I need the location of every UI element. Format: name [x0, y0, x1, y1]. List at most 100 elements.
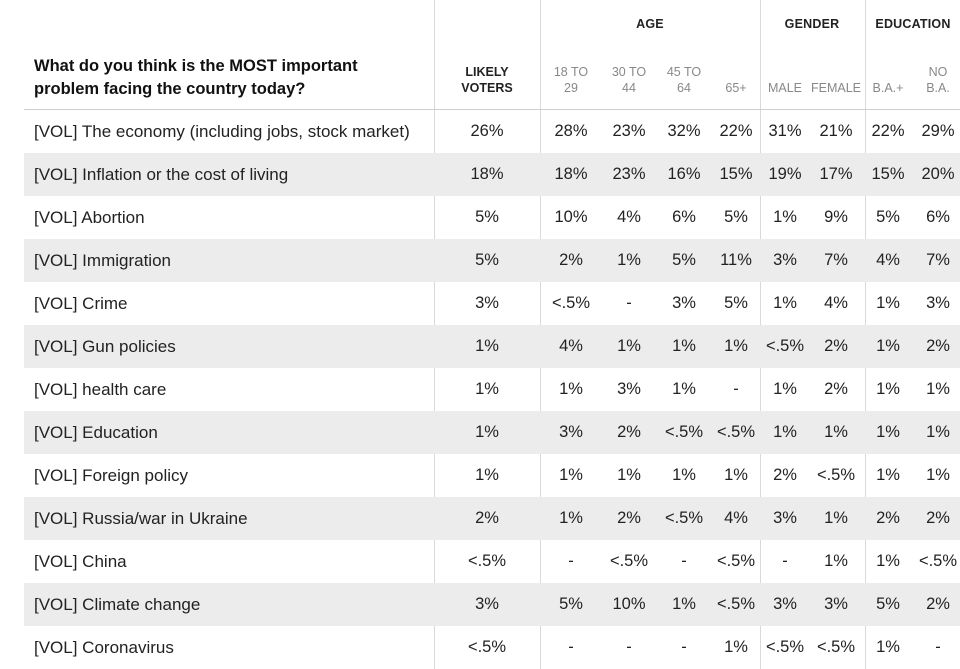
table-cell: <.5% [467, 638, 507, 656]
table-cell: 4% [824, 294, 848, 312]
table-cell: 2% [559, 251, 583, 269]
table-cell: 20% [921, 165, 955, 183]
table-cell: 2% [926, 337, 950, 355]
table-cell: 2% [926, 509, 950, 527]
table-cell: 5% [672, 251, 696, 269]
table-cell: 31% [768, 122, 802, 140]
table-cell: 3% [617, 380, 641, 398]
table-cell: 5% [475, 208, 499, 226]
column-header: 30 TO 44 [611, 65, 647, 95]
table-cell: 5% [876, 208, 900, 226]
table-cell: 3% [475, 595, 499, 613]
row-label: [VOL] Foreign policy [34, 466, 189, 485]
table-cell: 1% [773, 208, 797, 226]
table-cell: 1% [475, 380, 499, 398]
table-cell: 1% [724, 337, 748, 355]
table-cell: 1% [824, 552, 848, 570]
table-cell: 29% [921, 122, 955, 140]
table-cell: - [733, 380, 739, 398]
table-cell: 1% [559, 380, 583, 398]
column-header: FEMALE [810, 81, 861, 95]
table-cell: <.5% [716, 423, 756, 441]
table-row: [VOL] health care 1% 1% 3% 1% - 1% 2% 1% 1% [24, 368, 960, 411]
column-header: MALE [767, 81, 803, 95]
table-cell: 2% [824, 380, 848, 398]
header-rule [24, 109, 960, 110]
table-row: [VOL] Education 1% 3% 2% <.5% <.5% 1% 1% 1% 1% [24, 411, 960, 454]
table-cell: 1% [876, 380, 900, 398]
table-cell: 1% [876, 294, 900, 312]
table-cell: 5% [724, 208, 748, 226]
row-label: [VOL] Immigration [34, 251, 171, 270]
table-cell: 1% [773, 294, 797, 312]
table-cell: 18% [470, 165, 504, 183]
table-cell: <.5% [716, 552, 756, 570]
table-cell: 2% [824, 337, 848, 355]
table-cell: 6% [672, 208, 696, 226]
table-cell: <.5% [918, 552, 958, 570]
table-cell: 2% [876, 509, 900, 527]
table-cell: 19% [768, 165, 802, 183]
table-cell: 21% [819, 122, 853, 140]
table-cell: 1% [672, 337, 696, 355]
table-row: [VOL] Foreign policy 1% 1% 1% 1% 1% 2% <.5% 1% 1% [24, 454, 960, 497]
table-cell: 1% [824, 423, 848, 441]
row-label: [VOL] Crime [34, 294, 128, 313]
table-cell: 1% [876, 423, 900, 441]
table-cell: - [626, 294, 632, 312]
group-header-age: AGE [636, 17, 664, 31]
table-cell: 3% [559, 423, 583, 441]
column-header: B.A.+ [872, 81, 904, 95]
table-cell: 4% [617, 208, 641, 226]
table-cell: 1% [773, 380, 797, 398]
table-row: [VOL] Russia/war in Ukraine 2% 1% 2% <.5% 4% 3… [24, 497, 960, 540]
table-cell: <.5% [551, 294, 591, 312]
table-cell: 1% [617, 337, 641, 355]
row-label: [VOL] health care [34, 380, 167, 399]
table-cell: 1% [672, 380, 696, 398]
table-cell: 1% [559, 466, 583, 484]
table-cell: - [782, 552, 788, 570]
table-cell: 3% [672, 294, 696, 312]
column-header: LIKELY VOTERS [461, 65, 513, 95]
table-cell: - [681, 552, 687, 570]
table-cell: 1% [475, 337, 499, 355]
table-row: [VOL] Climate change 3% 5% 10% 1% <.5% 3% 3% 5% 2… [24, 583, 960, 626]
table-cell: 23% [612, 165, 646, 183]
table-cell: 4% [876, 251, 900, 269]
column-header: 65+ [725, 81, 747, 95]
row-label: [VOL] Abortion [34, 208, 145, 227]
table-cell: <.5% [664, 423, 704, 441]
table-cell: 3% [926, 294, 950, 312]
table-cell: 1% [824, 509, 848, 527]
row-label: [VOL] China [34, 552, 127, 571]
column-header: 45 TO 64 [666, 65, 702, 95]
row-label: [VOL] Inflation or the cost of living [34, 165, 289, 184]
table-cell: 2% [617, 423, 641, 441]
table-cell: 18% [554, 165, 588, 183]
table-cell: <.5% [716, 595, 756, 613]
row-label: [VOL] Russia/war in Ukraine [34, 509, 248, 528]
table-cell: 32% [667, 122, 701, 140]
table-cell: 1% [475, 423, 499, 441]
table-cell: 4% [559, 337, 583, 355]
row-label: [VOL] Climate change [34, 595, 201, 614]
table-cell: 1% [926, 380, 950, 398]
group-header-gender: GENDER [784, 17, 840, 31]
row-label: [VOL] The economy (including jobs, stock… [34, 122, 410, 141]
table-cell: 15% [719, 165, 753, 183]
table-row: [VOL] Gun policies 1% 4% 1% 1% 1% <.5% 2% 1% 2% [24, 325, 960, 368]
table-cell: - [681, 638, 687, 656]
table-cell: <.5% [765, 638, 805, 656]
column-header: 18 TO 29 [553, 65, 589, 95]
table-row: [VOL] Crime 3% <.5% - 3% 5% 1% 4% 1% 3% [24, 282, 960, 325]
table-row: [VOL] Immigration 5% 2% 1% 5% 11% 3% 7% 4% 7% [24, 239, 960, 282]
table-cell: <.5% [816, 466, 856, 484]
table-cell: 5% [559, 595, 583, 613]
table-cell: 28% [554, 122, 588, 140]
table-cell: 1% [773, 423, 797, 441]
table-cell: 5% [475, 251, 499, 269]
table-cell: 1% [475, 466, 499, 484]
table-cell: <.5% [609, 552, 649, 570]
